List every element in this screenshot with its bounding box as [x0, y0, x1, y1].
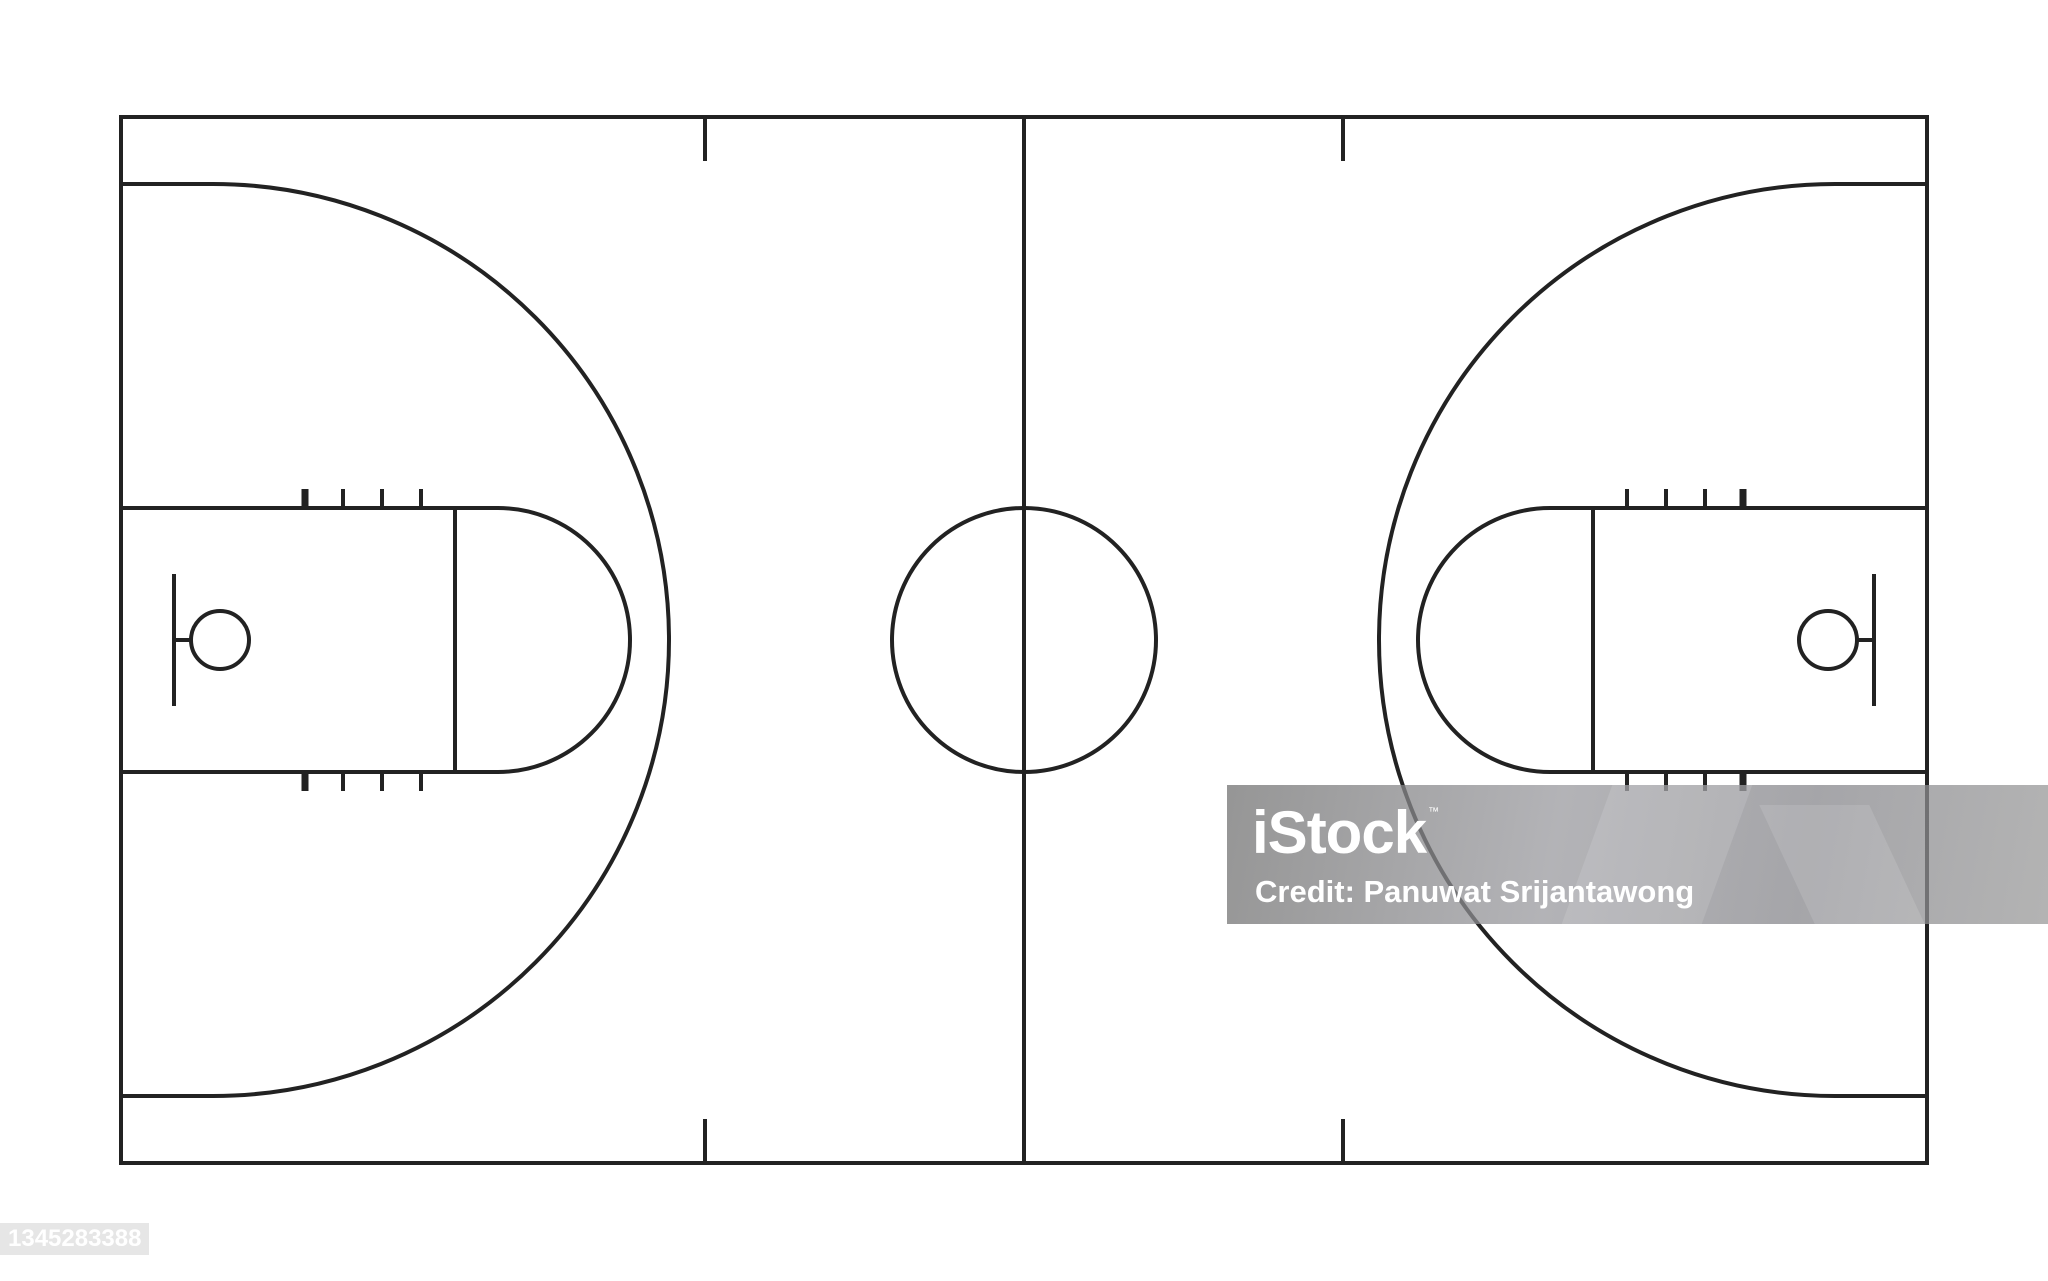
- photo-credit: Credit: Panuwat Srijantawong: [1255, 874, 1695, 909]
- free-throw-lane-right: [1591, 506, 1927, 774]
- image-id-label: 1345283388: [0, 1223, 150, 1255]
- trademark-symbol: ™: [1428, 806, 1439, 818]
- three-point-line-left: [121, 182, 671, 1098]
- watermark-shape: [1759, 805, 1925, 924]
- istock-logo: iStock ™: [1252, 803, 1439, 863]
- free-throw-lane-left: [121, 506, 457, 774]
- free-throw-circle-right: [1416, 506, 1593, 774]
- hoop-right: [1797, 609, 1859, 671]
- three-point-line-right: [1377, 182, 1927, 1098]
- istock-watermark: iStock ™ Credit: Panuwat Srijantawong: [1227, 785, 2048, 924]
- hoop-left: [189, 609, 251, 671]
- free-throw-circle-left: [455, 506, 632, 774]
- istock-brand: iStock: [1252, 799, 1427, 866]
- center-circle: [890, 506, 1158, 774]
